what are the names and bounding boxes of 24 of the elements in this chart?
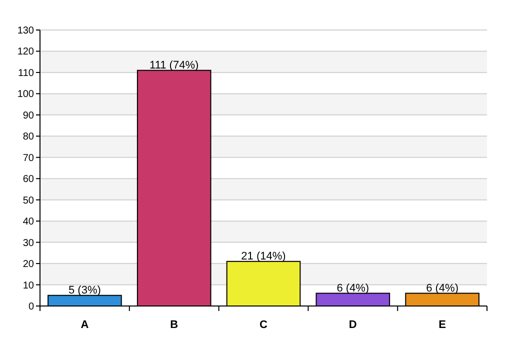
- y-tick-label: 40: [22, 216, 34, 228]
- y-tick-label: 70: [22, 152, 34, 164]
- y-tick-label: 130: [17, 26, 34, 36]
- y-tick-label: 90: [22, 110, 34, 122]
- y-tick-label: 50: [22, 195, 34, 206]
- y-tick-label: 100: [17, 89, 34, 100]
- x-tick-label: A: [80, 319, 89, 331]
- x-tick-label: E: [438, 319, 446, 331]
- y-tick-label: 80: [22, 132, 34, 143]
- y-tick-label: 0: [28, 302, 34, 312]
- y-tick-label: 30: [22, 238, 34, 249]
- data-label: 6 (4%): [426, 282, 459, 294]
- y-tick-label: 20: [22, 259, 34, 270]
- x-tick-label: D: [348, 319, 357, 331]
- y-tick-label: 110: [18, 68, 34, 79]
- y-tick-label: 60: [22, 174, 34, 186]
- x-tick-label: C: [260, 319, 268, 331]
- data-label: 21 (14%): [241, 250, 286, 262]
- data-label: 5 (3%): [68, 284, 101, 296]
- x-tick-label: B: [170, 319, 178, 331]
- y-tick-label: 120: [17, 46, 34, 58]
- data-label: 111 (74%): [150, 59, 199, 72]
- y-tick-label: 10: [22, 280, 34, 292]
- data-label: 6 (4%): [336, 282, 370, 294]
